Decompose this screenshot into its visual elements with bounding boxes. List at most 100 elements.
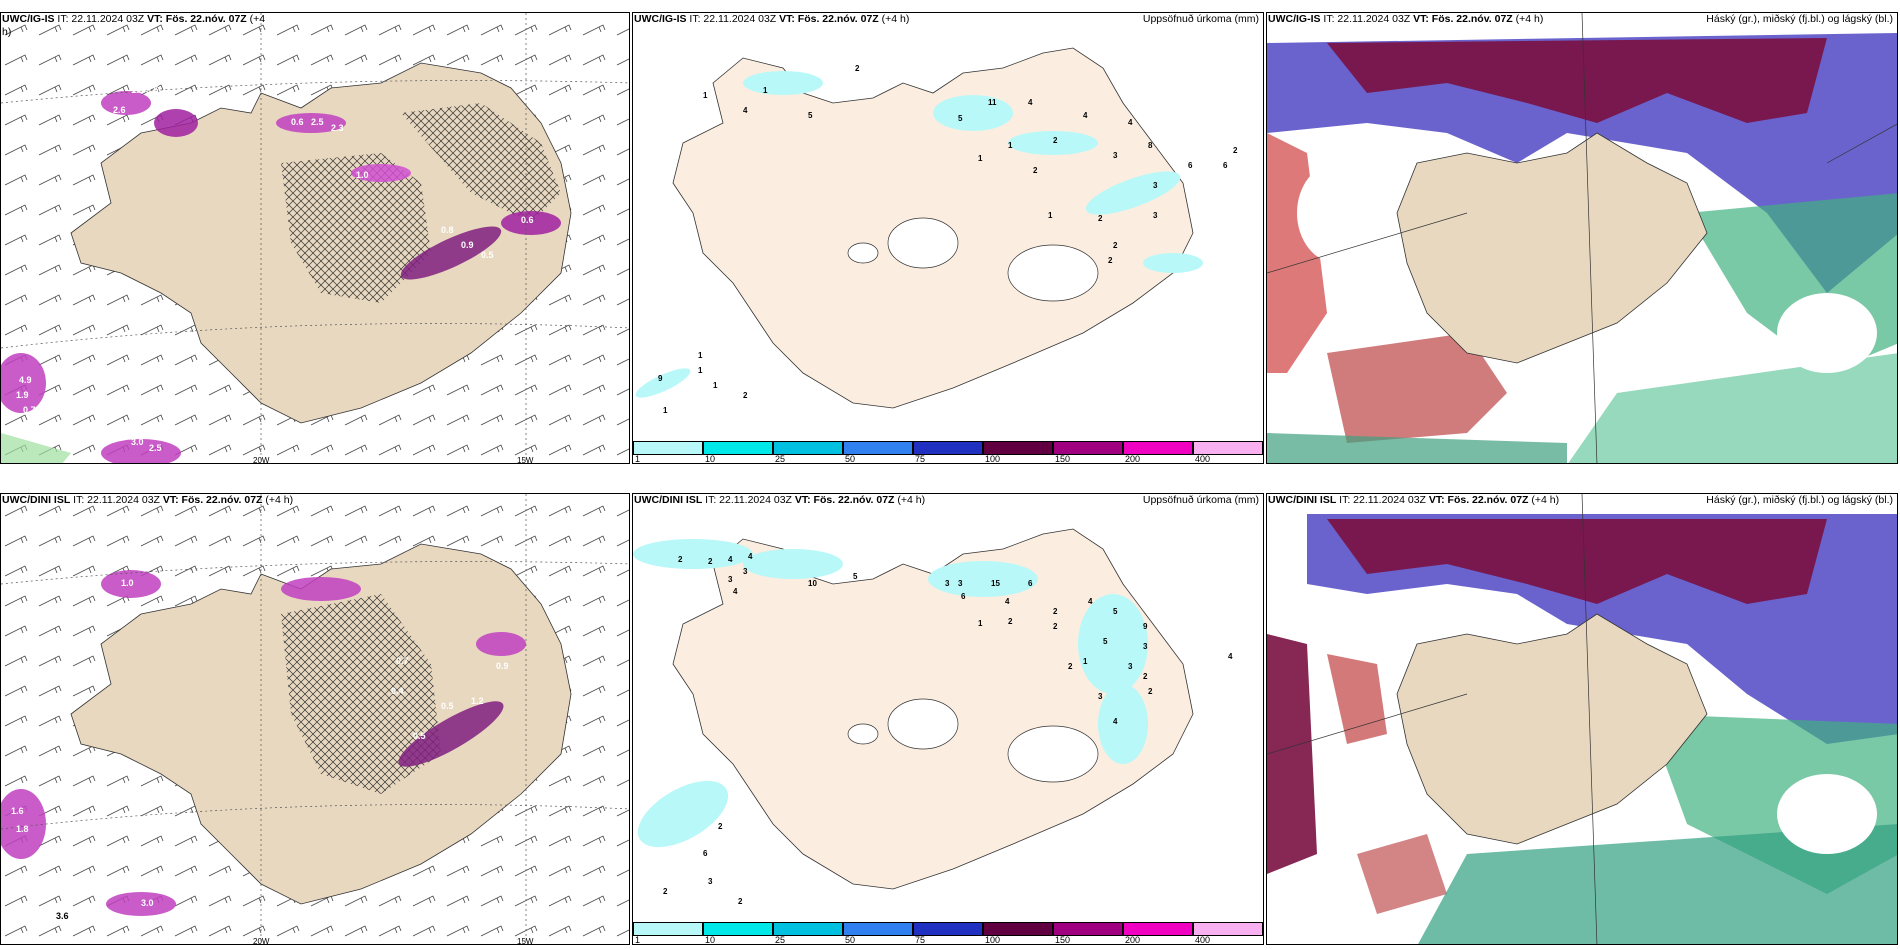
precip-value: 1 <box>703 91 708 100</box>
colorbar-swatch <box>843 441 913 455</box>
colorbar-swatch <box>1123 441 1193 455</box>
precip-value: 4 <box>728 555 733 564</box>
icing-value: 3.6 <box>56 911 69 921</box>
lead-time: (+4 <box>246 13 266 25</box>
precip-value: 8 <box>1148 141 1153 150</box>
colorbar-label: 150 <box>1054 454 1071 464</box>
panel-title: UWC/DINI ISL IT: 22.11.2024 03Z VT: Fös.… <box>2 494 293 507</box>
precip-value: 2 <box>1053 136 1058 145</box>
panel-variable-label: Uppsöfnuð úrkoma (mm) <box>1142 494 1259 506</box>
lead-time: (+4 h) <box>894 494 926 506</box>
cloud-map-graphic <box>1267 494 1897 944</box>
precip-value: 4 <box>1228 652 1233 661</box>
precip-value: 2 <box>1143 672 1148 681</box>
colorbar-label: 50 <box>844 454 855 464</box>
icing-value: 3.0 <box>141 898 154 908</box>
precip-value: 9 <box>658 374 663 383</box>
precip-value: 2 <box>1098 214 1103 223</box>
icing-value: 1.0 <box>121 578 134 588</box>
precip-value: 4 <box>733 587 738 596</box>
lon-label: 20W <box>253 456 270 464</box>
cloud-map-graphic <box>1267 13 1897 463</box>
precip-value: 4 <box>748 552 753 561</box>
icing-value: 4.9 <box>19 375 32 385</box>
colorbar-swatch <box>1192 441 1263 455</box>
icing-value: 0.9 <box>461 240 474 250</box>
icing-value: 1.5 <box>131 85 144 95</box>
precip-value: 3 <box>1098 692 1103 701</box>
precip-value: 3 <box>708 877 713 886</box>
icing-value: 2.5 <box>149 443 162 453</box>
colorbar-label: 400 <box>1194 935 1211 945</box>
lon-label: 15W <box>517 456 534 464</box>
panel-bottom-mid-precip-map: 2 2 4 4 3 3 4 5 10 3 3 6 15 4 6 5 9 1 2 … <box>632 493 1264 945</box>
init-time: IT: 22.11.2024 03Z <box>702 494 795 506</box>
colorbar-label: 400 <box>1194 454 1211 464</box>
lead-time-cont: h) <box>2 26 12 38</box>
init-time: IT: 22.11.2024 03Z <box>70 494 163 506</box>
init-time: IT: 22.11.2024 03Z <box>54 13 148 25</box>
precip-value: 4 <box>1088 597 1093 606</box>
precip-colorbar: 1 10 25 50 75 100 150 200 400 <box>633 922 1263 944</box>
precip-value: 3 <box>743 567 748 576</box>
icing-value: 1.2 <box>471 696 484 706</box>
lead-time: (+4 h) <box>1528 494 1560 506</box>
colorbar-swatch <box>1123 922 1193 936</box>
precip-value: 1 <box>1083 657 1088 666</box>
colorbar-swatch <box>912 441 983 455</box>
precip-value: 1 <box>1048 211 1053 220</box>
precip-value: 5 <box>1103 637 1108 646</box>
precip-colorbar: 1 10 25 50 75 100 150 200 400 <box>633 441 1263 463</box>
lead-time: (+4 h) <box>1512 13 1544 25</box>
lead-time: (+4 h) <box>878 13 910 25</box>
icing-value: 1.8 <box>16 824 29 834</box>
colorbar-swatch <box>633 441 703 455</box>
precip-value: 6 <box>961 592 966 601</box>
colorbar-swatch <box>983 441 1053 455</box>
precip-value: 4 <box>1128 118 1133 127</box>
panel-title: UWC/DINI ISL IT: 22.11.2024 03Z VT: Fös.… <box>634 494 925 507</box>
precip-value: 4 <box>1083 111 1088 120</box>
precip-map-graphic: 2 2 4 4 3 3 4 5 10 3 3 6 15 4 6 5 9 1 2 … <box>633 528 1233 906</box>
precip-value: 6 <box>703 849 708 858</box>
icing-value: 1.9 <box>16 390 29 400</box>
icing-value: 0.7 <box>23 405 36 415</box>
icing-value: 0.9 <box>496 661 509 671</box>
valid-time: VT: Fös. 22.nóv. 07Z <box>1428 494 1529 506</box>
icing-value: 2.1 <box>176 591 189 601</box>
iceland-land <box>1396 132 1708 364</box>
valid-time: VT: Fös. 22.nóv. 07Z <box>779 13 879 25</box>
colorbar-label: 150 <box>1054 935 1071 945</box>
icing-value: 0.5 <box>441 701 454 711</box>
panel-top-mid-precip-map: 2 1 4 1 5 5 11 4 4 4 2 8 1 2 1 3 6 2 1 3… <box>632 12 1264 464</box>
init-time: IT: 22.11.2024 03Z <box>686 13 780 25</box>
precip-value: 2 <box>678 555 683 564</box>
panel-top-right-cloud-map: UWC/IG-IS IT: 22.11.2024 03Z VT: Fös. 22… <box>1266 12 1898 464</box>
panel-title: UWC/IG-IS IT: 22.11.2024 03Z VT: Fös. 22… <box>634 13 909 26</box>
model-name: UWC/DINI ISL <box>1268 494 1337 506</box>
panel-variable-label: Háský (gr.), miðský (fj.bl.) og lágský (… <box>1706 494 1893 506</box>
valid-time: VT: Fös. 22.nóv. 07Z <box>794 494 895 506</box>
precip-value: 1 <box>978 154 983 163</box>
icing-hatch-area <box>281 594 441 794</box>
colorbar-swatch <box>633 922 703 936</box>
icing-value: 0.4 <box>391 686 404 696</box>
model-name: UWC/IG-IS <box>1268 13 1321 25</box>
precip-value: 15 <box>991 579 1000 588</box>
colorbar-label: 200 <box>1125 935 1141 945</box>
colorbar-swatch <box>1053 922 1123 936</box>
precip-value: 2 <box>1053 622 1058 631</box>
precip-value: 1 <box>713 381 718 390</box>
icing-hatch-area <box>281 153 431 303</box>
icing-value: 1.0 <box>356 170 369 180</box>
precip-value: 3 <box>958 579 963 588</box>
model-name: UWC/DINI ISL <box>2 494 71 506</box>
precip-value: 4 <box>1113 717 1118 726</box>
precip-value: 2 <box>1148 687 1153 696</box>
colorbar-label: 25 <box>774 935 785 945</box>
icing-value: 0.5 <box>481 250 494 260</box>
precip-value: 1 <box>978 619 983 628</box>
panel-top-left-wind-map: 2.6 1.5 3.5 2.5 0.6 2.3 1.0 0.8 0.9 0.5 … <box>0 12 630 464</box>
colorbar-swatch <box>772 922 843 936</box>
model-name: UWC/IG-IS <box>634 13 687 25</box>
